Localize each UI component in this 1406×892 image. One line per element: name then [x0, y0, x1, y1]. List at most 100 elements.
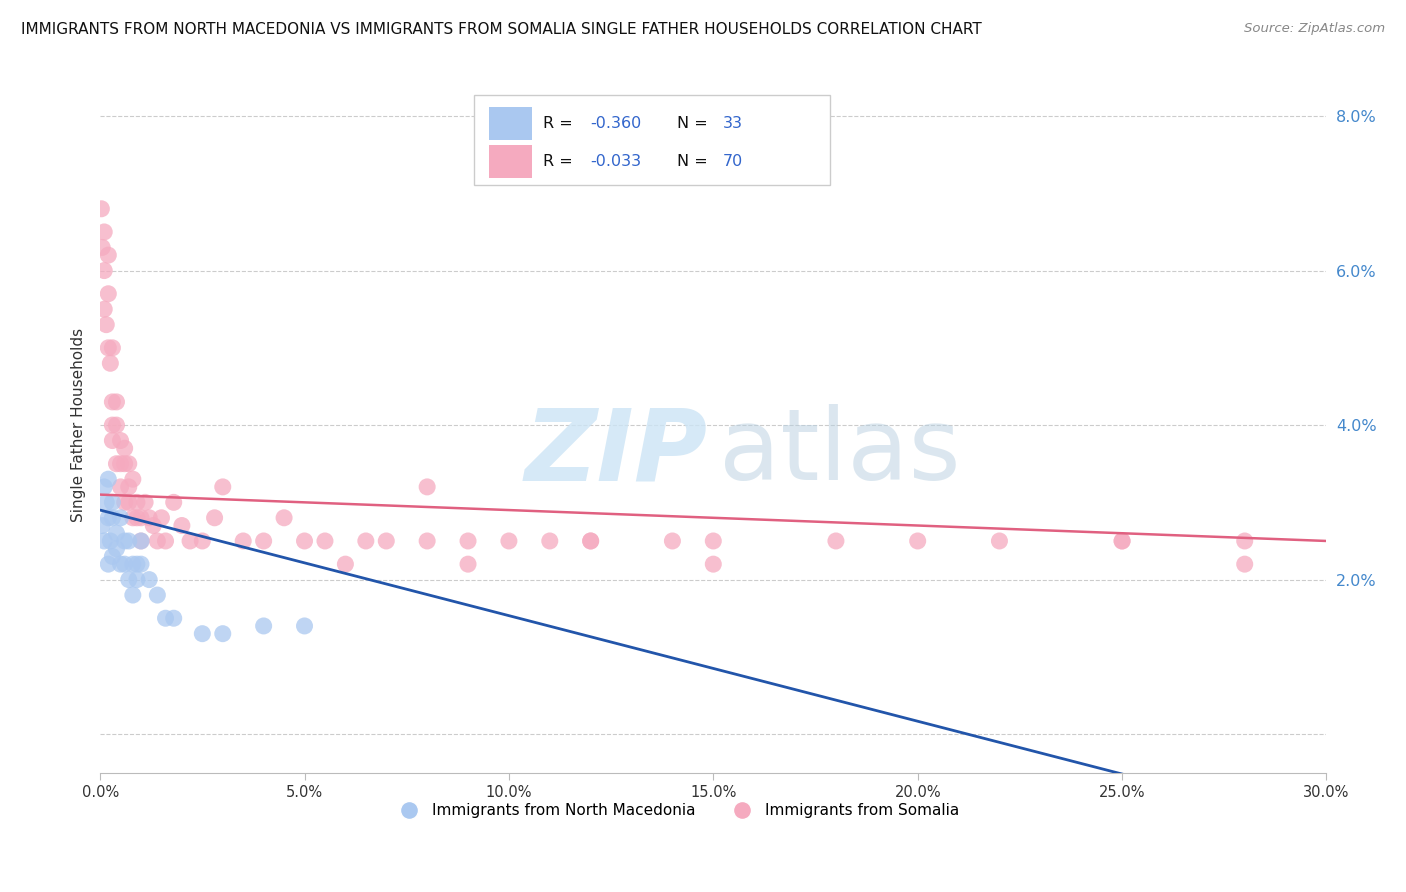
Point [91, 518, 114, 533]
Point [97, 341, 120, 355]
Text: R =: R = [543, 154, 578, 169]
Point [101, 395, 124, 409]
Point [150, 510, 173, 524]
Point [457, 557, 479, 571]
Point [105, 541, 128, 556]
Point [118, 457, 141, 471]
Point [702, 557, 724, 571]
Point [121, 472, 143, 486]
Point [179, 533, 201, 548]
Bar [489, 145, 531, 178]
Point [114, 533, 136, 548]
Point [125, 557, 148, 571]
Point [134, 495, 156, 509]
Point [579, 533, 602, 548]
Text: -0.360: -0.360 [591, 116, 643, 131]
Point [170, 518, 193, 533]
Point [416, 533, 439, 548]
Point [114, 442, 136, 456]
Point [110, 557, 132, 571]
Point [97, 510, 120, 524]
Point [125, 495, 148, 509]
Text: -0.033: -0.033 [591, 154, 641, 169]
Legend: Immigrants from North Macedonia, Immigrants from Somalia: Immigrants from North Macedonia, Immigra… [388, 797, 965, 824]
Point [314, 533, 336, 548]
Point [97, 286, 120, 301]
Point [204, 510, 226, 524]
Point [105, 395, 128, 409]
Point [97, 472, 120, 486]
Point [538, 533, 561, 548]
Text: 70: 70 [723, 154, 744, 169]
Point [1111, 533, 1133, 548]
Point [129, 557, 152, 571]
Point [105, 457, 128, 471]
Point [121, 557, 143, 571]
Point [375, 533, 398, 548]
Text: IMMIGRANTS FROM NORTH MACEDONIA VS IMMIGRANTS FROM SOMALIA SINGLE FATHER HOUSEHO: IMMIGRANTS FROM NORTH MACEDONIA VS IMMIG… [21, 22, 981, 37]
Point [129, 510, 152, 524]
Point [114, 457, 136, 471]
Point [211, 626, 233, 640]
Point [93, 302, 115, 317]
Point [457, 533, 479, 548]
Point [146, 533, 169, 548]
Point [105, 526, 128, 541]
Point [98, 533, 121, 548]
Point [416, 480, 439, 494]
Point [191, 533, 214, 548]
Point [142, 518, 165, 533]
Point [93, 480, 115, 494]
Point [110, 457, 132, 471]
Point [118, 480, 141, 494]
Point [579, 533, 602, 548]
Point [155, 533, 177, 548]
Point [163, 495, 186, 509]
Point [110, 510, 132, 524]
Point [232, 533, 254, 548]
Point [1233, 557, 1256, 571]
Point [96, 495, 118, 509]
Point [97, 557, 120, 571]
Point [661, 533, 683, 548]
Point [101, 341, 124, 355]
Text: 33: 33 [723, 116, 744, 131]
Y-axis label: Single Father Households: Single Father Households [72, 328, 86, 522]
Point [138, 510, 160, 524]
Point [294, 619, 316, 633]
Point [114, 495, 136, 509]
Point [129, 533, 152, 548]
Bar [489, 107, 531, 140]
Point [91, 240, 114, 254]
Point [702, 533, 724, 548]
FancyBboxPatch shape [474, 95, 830, 186]
Point [125, 510, 148, 524]
Text: atlas: atlas [720, 404, 962, 501]
Point [90, 202, 112, 216]
Point [138, 573, 160, 587]
Point [101, 495, 124, 509]
Point [118, 573, 141, 587]
Point [335, 557, 357, 571]
Point [211, 480, 233, 494]
Point [253, 619, 276, 633]
Point [93, 533, 115, 548]
Point [105, 418, 128, 433]
Point [101, 418, 124, 433]
Point [121, 510, 143, 524]
Point [118, 495, 141, 509]
Text: R =: R = [543, 116, 578, 131]
Point [1111, 533, 1133, 548]
Text: ZIP: ZIP [524, 404, 707, 501]
Text: N =: N = [676, 116, 713, 131]
Point [294, 533, 316, 548]
Point [253, 533, 276, 548]
Text: N =: N = [676, 154, 713, 169]
Text: Source: ZipAtlas.com: Source: ZipAtlas.com [1244, 22, 1385, 36]
Point [146, 588, 169, 602]
Point [354, 533, 377, 548]
Point [273, 510, 295, 524]
Point [96, 318, 118, 332]
Point [101, 549, 124, 564]
Point [155, 611, 177, 625]
